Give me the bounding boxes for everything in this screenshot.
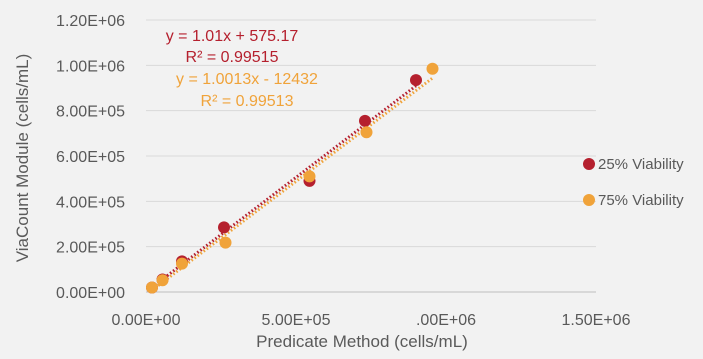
y-tick-label: 4.00E+05 — [56, 194, 125, 211]
trendline-equation-25: y = 1.01x + 575.17 — [166, 28, 299, 45]
y-tick-label: 0.00E+00 — [56, 285, 125, 302]
x-tick-label: 1.50E+06 — [562, 312, 631, 329]
trendlines — [151, 76, 434, 292]
data-point-75 — [426, 62, 439, 75]
data-point-25 — [359, 114, 371, 127]
data-point-25 — [218, 221, 230, 234]
trendline-equation-75: y = 1.0013x - 12432 — [176, 71, 318, 88]
data-point-75 — [303, 170, 316, 183]
data-point-25 — [410, 74, 422, 87]
x-tick-labels: 0.00E+00 5.00E+05 .00E+06 1.50E+06 — [112, 312, 631, 329]
y-tick-labels: 0.00E+00 2.00E+05 4.00E+05 6.00E+05 8.00E+05… — [56, 13, 125, 302]
data-point-75 — [219, 236, 232, 249]
y-tick-label: 1.00E+06 — [56, 58, 125, 75]
gridlines — [146, 19, 596, 248]
y-tick-label: 2.00E+05 — [56, 240, 125, 257]
legend-label-25: 25% Viability — [598, 156, 684, 173]
trendline-25 — [151, 84, 417, 289]
data-point-75 — [156, 274, 169, 287]
trendline-75 — [151, 76, 434, 292]
data-point-75 — [176, 257, 188, 270]
data-points — [146, 62, 439, 294]
trendline-r2-75: R² = 0.99513 — [201, 93, 294, 110]
y-tick-label: 6.00E+05 — [56, 149, 125, 166]
x-tick-label: .00E+06 — [416, 312, 476, 329]
y-tick-label: 8.00E+05 — [56, 104, 125, 121]
data-point-75 — [360, 126, 373, 139]
x-tick-label: 0.00E+00 — [112, 312, 181, 329]
trendline-r2-25: R² = 0.99515 — [186, 49, 279, 66]
y-tick-label: 1.20E+06 — [56, 13, 125, 30]
x-axis-label: Predicate Method (cells/mL) — [256, 332, 468, 351]
legend-marker-25 — [583, 158, 595, 170]
x-tick-label: 5.00E+05 — [262, 312, 331, 329]
legend-marker-75 — [583, 194, 595, 206]
legend: 25% Viability 75% Viability — [583, 156, 684, 209]
y-axis-label: ViaCount Module (cells/mL) — [13, 54, 32, 263]
legend-label-75: 75% Viability — [598, 192, 684, 209]
data-point-75 — [146, 281, 158, 294]
